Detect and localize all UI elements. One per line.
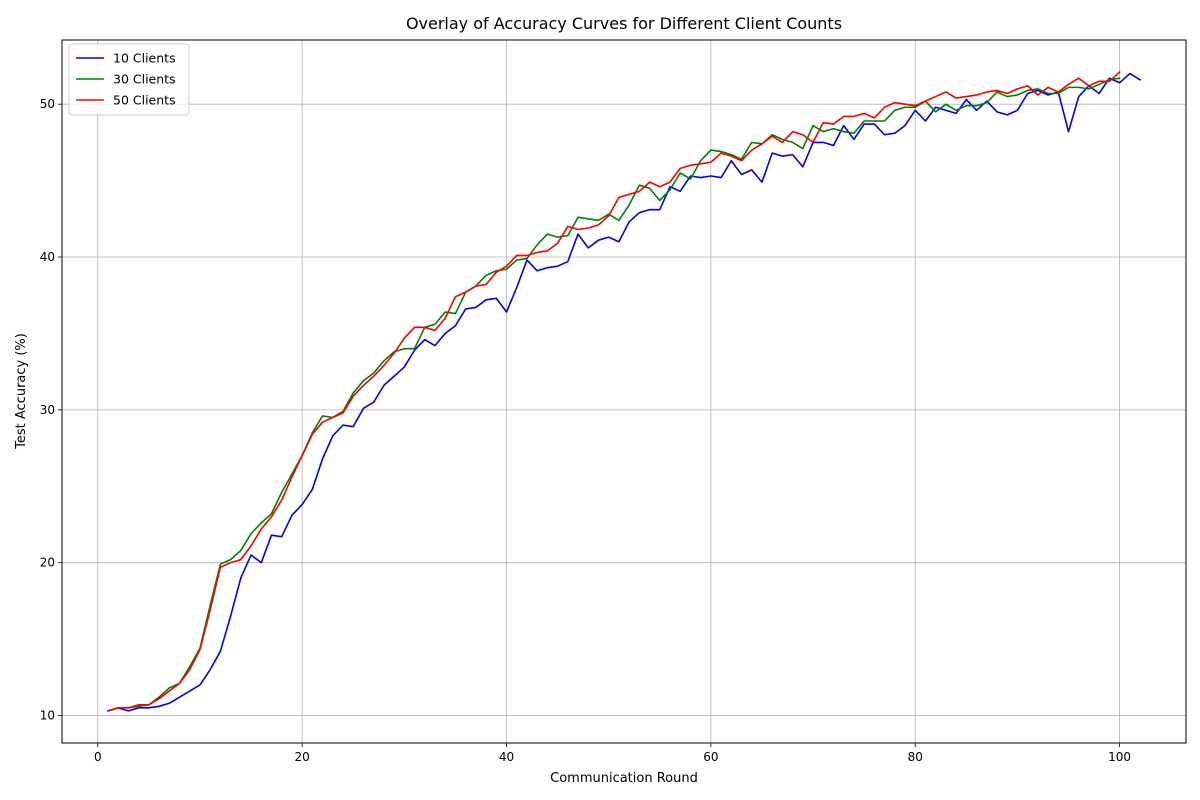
y-tick-label: 20 [40, 556, 55, 570]
y-tick-label: 40 [40, 250, 55, 264]
x-tick-label: 0 [94, 750, 102, 764]
legend-box [68, 43, 190, 116]
x-tick-label: 40 [499, 750, 514, 764]
x-tick-label: 20 [294, 750, 309, 764]
y-tick-label: 30 [40, 403, 55, 417]
series-line-3 [106, 70, 1121, 712]
x-tick-label: 100 [1108, 750, 1131, 764]
legend: 10 Clients 30 Clients 50 Clients [68, 43, 190, 116]
legend-label: 50 Clients [113, 93, 176, 108]
series-line-1 [106, 72, 1142, 712]
y-tick-label: 10 [40, 708, 55, 722]
legend-label: 30 Clients [113, 72, 176, 87]
legend-label: 10 Clients [113, 51, 176, 66]
series-line-2 [106, 77, 1121, 712]
x-tick-label: 80 [908, 750, 923, 764]
series-lines [106, 70, 1142, 712]
y-axis-label: Test Accuracy (%) [14, 333, 29, 450]
x-axis-label: Communication Round [550, 771, 698, 786]
ticks: 0 20 40 60 80 100 10 20 30 40 50 [40, 97, 1131, 764]
y-tick-label: 50 [40, 97, 55, 111]
plot-frame [61, 39, 1187, 744]
grid [62, 40, 1186, 743]
chart-title: Overlay of Accuracy Curves for Different… [406, 14, 842, 33]
x-tick-label: 60 [703, 750, 718, 764]
